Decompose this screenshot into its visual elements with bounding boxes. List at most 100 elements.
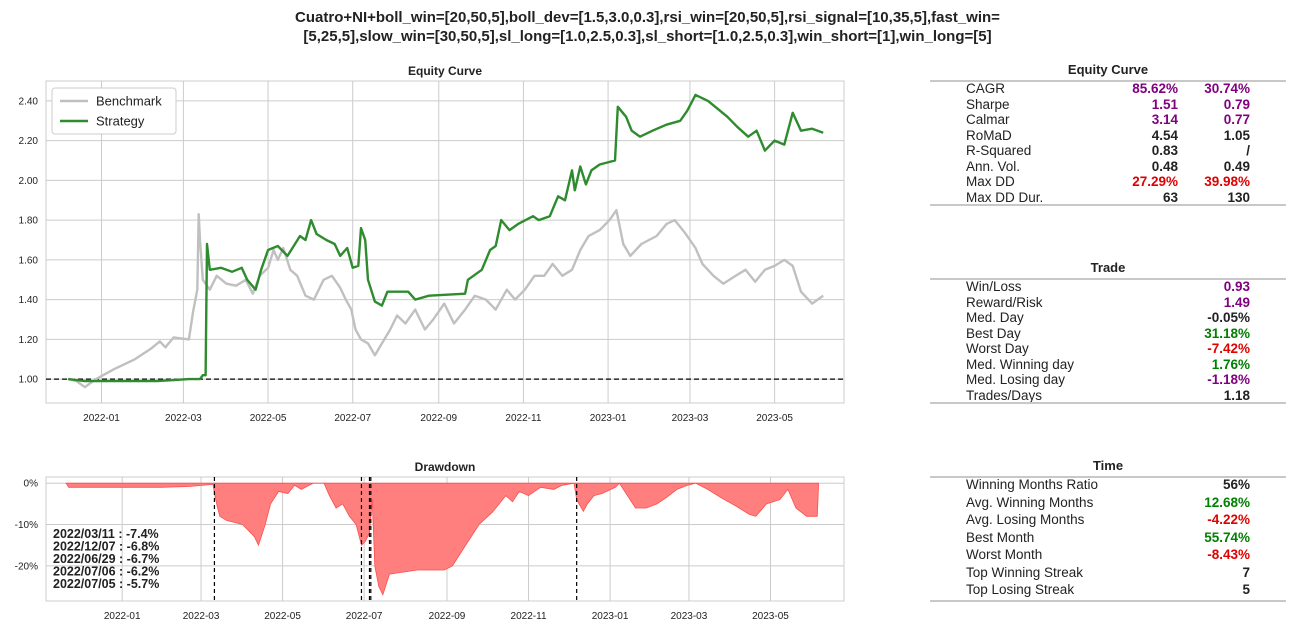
panel1-x-tick-label: 2023-01 — [592, 611, 629, 622]
stat-value-benchmark: 30.74% — [1204, 81, 1250, 96]
stat-label: Best Month — [966, 529, 1035, 545]
trade-table-top-rule — [930, 278, 1286, 280]
stat-value: 31.18% — [1204, 325, 1250, 341]
panel0-frame — [45, 80, 845, 404]
stat-value-strategy: 3.14 — [1151, 112, 1178, 127]
stat-row: Best Month 55.74% — [930, 530, 1286, 546]
equity-table-bottom-rule — [930, 204, 1286, 206]
panel0-x-tick-label: 2023-03 — [672, 413, 709, 424]
time-stats-table: Time Winning Months Ratio 56% Avg. Winning… — [930, 456, 1286, 606]
stat-label: Win/Loss — [966, 279, 1022, 294]
stat-value-benchmark: 0.79 — [1223, 96, 1250, 112]
panel1-x-tick-label: 2022-03 — [183, 611, 220, 622]
stat-value-benchmark: 1.05 — [1223, 127, 1250, 143]
stat-value-strategy: 1.51 — [1151, 96, 1178, 112]
stat-value: -1.18% — [1207, 372, 1250, 387]
panel0-x-tick-label: 2022-01 — [83, 413, 120, 424]
stat-row: RoMaD 4.54 1.05 — [930, 128, 1286, 144]
stat-row: Worst Day -7.42% — [930, 341, 1286, 357]
stat-label: Calmar — [966, 112, 1010, 127]
panel0-x-tick-label: 2022-09 — [420, 413, 457, 424]
stat-label: Top Losing Streak — [966, 582, 1075, 597]
panel0-y-tick-label: 1.40 — [19, 295, 39, 306]
series-line-benchmark — [67, 209, 824, 389]
equity-table-title: Equity Curve — [1067, 62, 1149, 77]
stat-value: 7 — [1242, 564, 1250, 580]
stat-row: Best Day 31.18% — [930, 326, 1286, 342]
stat-value: 1.18 — [1223, 387, 1250, 403]
stat-label: Med. Losing day — [966, 372, 1066, 387]
panel0-x-tick-label: 2022-05 — [250, 413, 287, 424]
panel0-y-tick-label: 1.20 — [19, 335, 39, 346]
stat-value: -0.05% — [1207, 310, 1250, 325]
stat-value-strategy: 0.83 — [1151, 143, 1178, 158]
legend-label-benchmark: Benchmark — [96, 94, 162, 109]
stat-label: Trades/Days — [966, 387, 1043, 403]
figure-title: Cuatro+NI+boll_win=[20,50,5],boll_dev=[1… — [0, 8, 1295, 46]
figure-title-line-1: Cuatro+NI+boll_win=[20,50,5],boll_dev=[1… — [295, 9, 1000, 26]
stat-value: 56% — [1222, 477, 1250, 492]
drawdown-annotation: 2022/07/06 : -6.2% — [53, 565, 159, 579]
stat-label: R-Squared — [966, 143, 1032, 158]
stat-row: R-Squared 0.83 / — [930, 143, 1286, 159]
stat-row: Max DD 27.29% 39.98% — [930, 174, 1286, 190]
panel1-x-tick-label: 2023-05 — [752, 611, 789, 622]
panel0-y-tick-label: 2.40 — [19, 96, 39, 107]
stat-value-strategy: 0.48 — [1151, 158, 1178, 174]
panel0-y-tick-label: 1.80 — [19, 216, 39, 227]
stat-row: Sharpe 1.51 0.79 — [930, 97, 1286, 113]
panel0-x-tick-label: 2022-03 — [165, 413, 202, 424]
stat-label: Best Day — [966, 325, 1021, 341]
stat-value-benchmark: 130 — [1227, 189, 1250, 205]
legend-box — [51, 87, 177, 135]
stat-label: Worst Month — [966, 547, 1043, 562]
stat-label: Avg. Winning Months — [966, 494, 1094, 510]
series-line-strategy — [68, 93, 824, 383]
drawdown-annotation: 2022/12/07 : -6.8% — [53, 540, 159, 554]
panel1-x-tick-label: 2023-03 — [671, 611, 708, 622]
stat-value: 5 — [1242, 582, 1250, 597]
panel1-x-tick-label: 2022-01 — [104, 611, 141, 622]
stat-value-strategy: 27.29% — [1132, 174, 1178, 189]
stat-row: Avg. Losing Months -4.22% — [930, 512, 1286, 528]
stat-row: Med. Day -0.05% — [930, 310, 1286, 326]
stat-row: Worst Month -8.43% — [930, 547, 1286, 563]
panel1-y-tick-label: -20% — [15, 561, 38, 572]
stat-value: -8.43% — [1207, 547, 1250, 562]
stat-row: Ann. Vol. 0.48 0.49 — [930, 159, 1286, 175]
time-table-title: Time — [1092, 458, 1124, 473]
panel0-y-tick-label: 1.00 — [19, 375, 39, 386]
stat-row: Top Winning Streak 7 — [930, 565, 1286, 581]
stat-value: 1.49 — [1223, 294, 1250, 310]
panel1-x-tick-label: 2022-07 — [346, 611, 383, 622]
drawdown-annotation: 2022/07/05 : -5.7% — [53, 577, 159, 591]
stat-label: Sharpe — [966, 96, 1010, 112]
panel1-x-tick-label: 2022-09 — [429, 611, 466, 622]
panel0-x-tick-label: 2023-05 — [756, 413, 793, 424]
stat-value-benchmark: 39.98% — [1204, 174, 1250, 189]
stat-label: Med. Winning day — [966, 356, 1075, 372]
equity-table-top-rule — [930, 80, 1286, 82]
stat-row: Trades/Days 1.18 — [930, 388, 1286, 404]
panel0-title: Equity Curve — [408, 64, 482, 78]
trade-stats-table: Trade Win/Loss 0.93 Reward/Risk 1.49 Med. Da… — [930, 258, 1286, 408]
panel0-y-tick-label: 2.00 — [19, 176, 39, 187]
stat-value-strategy: 4.54 — [1151, 127, 1178, 143]
stat-value: -4.22% — [1207, 512, 1250, 527]
stat-value: -7.42% — [1207, 341, 1250, 356]
stat-row: Win/Loss 0.93 — [930, 279, 1286, 295]
panel0-x-tick-label: 2022-07 — [334, 413, 371, 424]
equity-legend: Benchmark Strategy — [51, 87, 177, 135]
stat-value-strategy: 63 — [1162, 189, 1178, 205]
stat-label: Top Winning Streak — [966, 564, 1084, 580]
drawdown-annotation: 2022/06/29 : -6.7% — [53, 552, 159, 566]
stat-value-benchmark: 0.49 — [1223, 158, 1250, 174]
stat-value-benchmark: 0.77 — [1223, 112, 1250, 127]
stat-value: 0.93 — [1223, 279, 1250, 294]
drawdown-area — [65, 482, 820, 596]
stat-value: 12.68% — [1204, 494, 1250, 510]
time-table-top-rule — [930, 476, 1286, 478]
time-table-bottom-rule — [930, 600, 1286, 602]
stat-row: Med. Losing day -1.18% — [930, 372, 1286, 388]
trade-table-title: Trade — [1090, 260, 1126, 275]
